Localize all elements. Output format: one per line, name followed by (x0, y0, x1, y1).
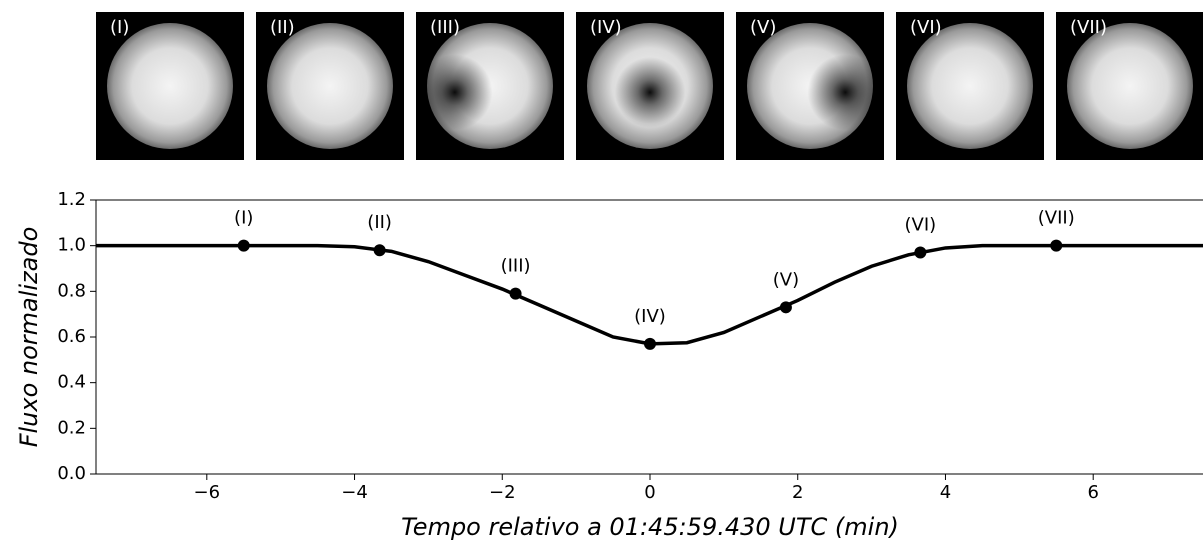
point (373, 244, 386, 257)
x-tick-label: 6 (1087, 482, 1098, 503)
point-label: (I) (234, 208, 253, 229)
image-label: (IV) (590, 17, 622, 38)
point-label: (VII) (1038, 208, 1075, 229)
x-tick-label: 4 (940, 482, 951, 503)
image-label: (II) (270, 17, 295, 38)
occultation-shadow (614, 57, 686, 128)
image-label: (III) (430, 17, 460, 38)
x-axis-label: Tempo relativo a 01:45:59.430 UTC (min) (401, 513, 899, 541)
point (1050, 239, 1063, 252)
occultation-shadow (416, 54, 493, 131)
point-label: (VI) (905, 215, 937, 236)
point-label: (III) (501, 256, 531, 277)
star-disk (107, 23, 233, 149)
point (509, 287, 522, 300)
point (914, 246, 927, 259)
y-tick-label: 0.2 (57, 417, 86, 438)
x-tick-label: −2 (489, 482, 516, 503)
point-label: (IV) (634, 306, 666, 327)
point-label: (II) (367, 212, 392, 233)
star-disk (267, 23, 393, 149)
y-tick-label: 1.2 (57, 189, 86, 210)
star-disk (1067, 23, 1193, 149)
plot-area (96, 239, 1203, 350)
point (237, 239, 250, 252)
y-tick-label: 0.0 (57, 463, 86, 484)
y-tick-label: 0.4 (57, 372, 86, 393)
y-axis-label: Fluxo normalizado (15, 227, 43, 448)
occultation-shadow (807, 54, 884, 131)
image-label: (VII) (1070, 17, 1107, 38)
point (779, 301, 792, 314)
point-label: (V) (773, 269, 799, 290)
image-label: (I) (110, 17, 129, 38)
y-tick-label: 0.6 (57, 326, 86, 347)
image-label: (VI) (910, 17, 942, 38)
point (644, 337, 656, 350)
x-tick-label: 0 (644, 482, 655, 503)
light-curve (96, 243, 1203, 346)
star-disk (907, 23, 1033, 149)
image-label: (V) (750, 17, 776, 38)
y-tick-label: 0.8 (57, 280, 86, 301)
x-tick-label: 2 (792, 482, 803, 503)
x-tick-label: −4 (341, 482, 368, 503)
x-tick-label: −6 (194, 482, 221, 503)
y-tick-label: 1.0 (57, 235, 86, 256)
